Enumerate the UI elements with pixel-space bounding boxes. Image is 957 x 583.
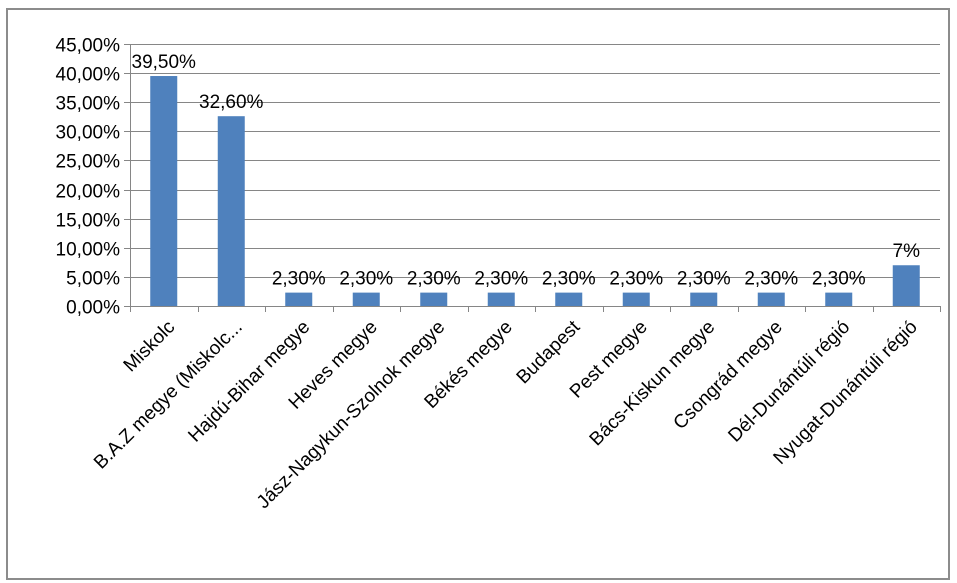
bar: [690, 292, 718, 306]
bar: [892, 265, 920, 306]
bar: [217, 116, 245, 306]
bar: [285, 292, 313, 306]
y-tick-label: 15,00%: [56, 211, 121, 232]
data-label: 2,30%: [474, 269, 528, 290]
bars: [150, 76, 920, 307]
y-tick-label: 5,00%: [66, 269, 120, 290]
y-tick-labels: 0,00% 5,00% 10,00% 15,00% 20,00% 25,00% 30,00%…: [56, 36, 121, 319]
y-tick-label: 35,00%: [56, 94, 121, 115]
y-tick-label: 30,00%: [56, 123, 121, 144]
y-tick-label: 10,00%: [56, 240, 121, 261]
category-label: Budapest: [513, 316, 585, 388]
bar: [150, 76, 178, 307]
bar: [420, 292, 448, 306]
bar: [757, 292, 785, 306]
bar: [487, 292, 515, 306]
category-label: Dél-Dunántúli régió: [724, 317, 854, 447]
axes: [124, 44, 941, 312]
data-label: 39,50%: [132, 52, 197, 73]
data-label: 2,30%: [677, 269, 731, 290]
data-label: 32,60%: [199, 92, 264, 113]
y-tick-label: 25,00%: [56, 152, 121, 173]
bar: [825, 292, 853, 306]
data-label: 2,30%: [609, 269, 663, 290]
y-tick-label: 20,00%: [56, 182, 121, 203]
y-tick-label: 0,00%: [66, 298, 120, 319]
data-labels: 39,50%32,60% 2,30% 2,30% 2,30% 2,30% 2,30% 2,3…: [132, 52, 921, 290]
gridlines: [130, 44, 940, 278]
category-label: Bács-Kiskun megye: [586, 317, 720, 451]
data-label: 2,30%: [272, 269, 326, 290]
y-tick-label: 40,00%: [56, 65, 121, 86]
data-label: 2,30%: [812, 269, 866, 290]
category-label: Miskolc: [120, 317, 180, 377]
data-label: 2,30%: [542, 269, 596, 290]
data-label: 2,30%: [339, 269, 393, 290]
data-label: 2,30%: [407, 269, 461, 290]
bar: [622, 292, 650, 306]
data-label: 2,30%: [744, 269, 798, 290]
category-label: Hajdú-Bihar megye: [184, 317, 314, 447]
bar: [555, 292, 583, 306]
bar: [352, 292, 380, 306]
y-tick-label: 45,00%: [56, 36, 121, 57]
data-label: 7%: [893, 241, 921, 262]
